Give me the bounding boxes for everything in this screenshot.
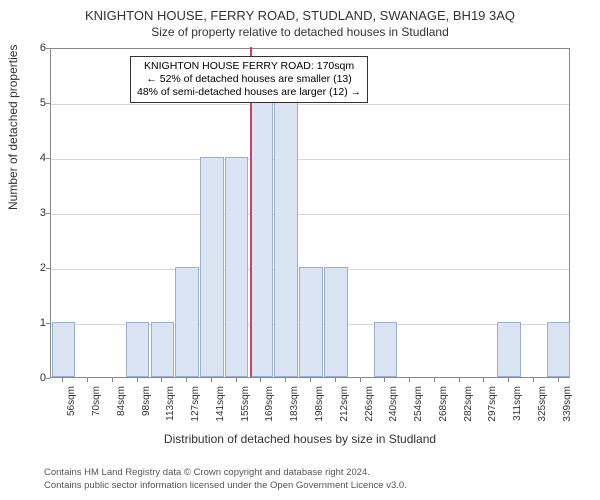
bar (547, 322, 571, 377)
bar (225, 157, 249, 377)
footer-line-2: Contains public sector information licen… (44, 480, 407, 492)
y-axis-label: Number of detached properties (6, 45, 20, 210)
gridline (51, 214, 569, 215)
footer-line-1: Contains HM Land Registry data © Crown c… (44, 467, 407, 479)
gridline (51, 104, 569, 105)
bar (250, 102, 274, 377)
x-tick-mark (260, 378, 261, 382)
footer-attribution: Contains HM Land Registry data © Crown c… (44, 467, 407, 492)
x-tick-mark (483, 378, 484, 382)
y-tick-label: 3 (6, 207, 46, 219)
x-tick-mark (508, 378, 509, 382)
x-tick-mark (310, 378, 311, 382)
x-tick-mark (360, 378, 361, 382)
x-axis-label: Distribution of detached houses by size … (0, 432, 600, 446)
bar (151, 322, 175, 377)
x-tick-mark (409, 378, 410, 382)
info-line-2: ← 52% of detached houses are smaller (13… (137, 73, 361, 86)
bar (374, 322, 398, 377)
bar (274, 102, 298, 377)
gridline (51, 159, 569, 160)
y-tick-label: 6 (6, 42, 46, 54)
bar (52, 322, 76, 377)
y-tick-label: 4 (6, 152, 46, 164)
x-tick-mark (533, 378, 534, 382)
x-tick-mark (384, 378, 385, 382)
bar (299, 267, 323, 377)
y-tick-label: 2 (6, 262, 46, 274)
y-tick-label: 1 (6, 317, 46, 329)
x-tick-mark (137, 378, 138, 382)
y-tick-mark (46, 268, 50, 269)
x-tick-mark (211, 378, 212, 382)
y-tick-label: 5 (6, 97, 46, 109)
info-line-3: 48% of semi-detached houses are larger (… (137, 86, 361, 99)
bar (324, 267, 348, 377)
x-tick-mark (236, 378, 237, 382)
y-tick-mark (46, 213, 50, 214)
bar (200, 157, 224, 377)
y-tick-label: 0 (6, 372, 46, 384)
x-tick-mark (558, 378, 559, 382)
y-tick-mark (46, 378, 50, 379)
x-tick-mark (112, 378, 113, 382)
x-tick-mark (335, 378, 336, 382)
page-title: KNIGHTON HOUSE, FERRY ROAD, STUDLAND, SW… (0, 0, 600, 23)
y-tick-mark (46, 323, 50, 324)
x-tick-mark (161, 378, 162, 382)
x-tick-mark (434, 378, 435, 382)
x-tick-mark (62, 378, 63, 382)
x-tick-mark (87, 378, 88, 382)
info-box: KNIGHTON HOUSE FERRY ROAD: 170sqm ← 52% … (130, 56, 368, 103)
x-tick-mark (459, 378, 460, 382)
y-tick-mark (46, 48, 50, 49)
y-tick-mark (46, 103, 50, 104)
x-tick-mark (285, 378, 286, 382)
bar (497, 322, 521, 377)
y-tick-mark (46, 158, 50, 159)
x-tick-mark (186, 378, 187, 382)
page-subtitle: Size of property relative to detached ho… (0, 23, 600, 39)
info-line-1: KNIGHTON HOUSE FERRY ROAD: 170sqm (137, 60, 361, 73)
bar (126, 322, 150, 377)
bar (175, 267, 199, 377)
